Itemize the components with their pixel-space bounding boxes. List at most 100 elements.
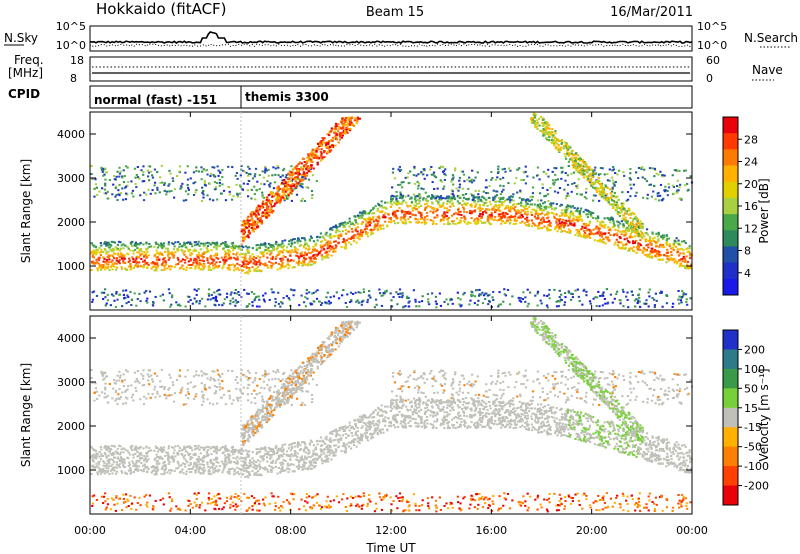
power-echo	[140, 250, 143, 253]
power-echo	[214, 265, 217, 268]
power-echo	[121, 267, 124, 270]
power-echo	[536, 166, 540, 169]
power-echo	[407, 297, 410, 300]
power-echo	[648, 235, 652, 238]
power-echo	[227, 186, 230, 189]
power-echo	[221, 176, 224, 179]
power-echo	[324, 301, 327, 304]
power-echo	[162, 245, 166, 248]
power-echo	[423, 168, 426, 171]
power-echo	[358, 233, 362, 236]
power-echo	[606, 173, 609, 176]
power-echo	[341, 117, 344, 120]
power-echo	[118, 293, 121, 296]
power-echo	[168, 169, 171, 172]
power-echo	[294, 166, 297, 169]
power-echo	[508, 215, 511, 218]
power-echo	[519, 189, 522, 192]
power-echo	[579, 193, 582, 196]
power-echo	[651, 167, 654, 170]
power-echo	[580, 228, 583, 231]
power-echo	[590, 212, 593, 215]
power-echo	[135, 174, 138, 177]
power-echo	[277, 174, 280, 177]
power-echo	[492, 196, 495, 199]
power-echo	[492, 299, 495, 302]
power-echo	[334, 144, 337, 147]
power-echo	[369, 229, 372, 232]
power-echo	[524, 210, 527, 213]
power-echo	[449, 205, 452, 208]
power-echo	[343, 131, 347, 134]
power-echo	[235, 268, 238, 271]
power-echo	[440, 205, 444, 208]
power-echo	[643, 235, 646, 238]
power-echo	[623, 219, 626, 222]
power-echo	[621, 205, 625, 208]
power-echo	[566, 192, 569, 195]
power-echo	[417, 173, 420, 176]
power-echo	[514, 219, 518, 222]
power-echo	[309, 170, 312, 173]
power-echo	[243, 235, 246, 238]
power-echo	[546, 189, 549, 192]
power-echo	[300, 261, 303, 264]
power-echo	[457, 208, 460, 211]
power-echo	[129, 249, 132, 252]
power-echo	[558, 218, 561, 221]
power-echo	[417, 184, 420, 187]
power-echo	[553, 207, 556, 210]
power-echo	[548, 222, 551, 225]
power-echo	[153, 181, 157, 184]
power-echo	[562, 223, 565, 226]
power-echo	[496, 219, 499, 222]
power-echo	[331, 245, 334, 248]
power-echo	[296, 238, 300, 241]
power-echo	[611, 207, 615, 210]
power-echo	[318, 252, 321, 255]
power-echo	[613, 192, 616, 195]
power-echo	[621, 230, 624, 233]
power-echo	[282, 265, 285, 268]
power-echo	[244, 272, 247, 275]
power-echo	[273, 181, 277, 184]
power-echo	[553, 215, 556, 218]
power-echo	[147, 165, 150, 168]
power-echo	[616, 195, 619, 198]
power-echo	[542, 219, 545, 222]
power-echo	[657, 231, 660, 234]
power-echo	[499, 184, 502, 187]
freq-tick-bottom: 8	[70, 72, 77, 85]
power-echo	[578, 169, 581, 172]
power-echo	[135, 186, 138, 189]
power-echo	[307, 251, 310, 254]
power-echo	[294, 186, 297, 189]
power-echo	[276, 191, 279, 194]
power-echo	[431, 181, 434, 184]
power-echo	[296, 239, 299, 242]
power-echo	[686, 251, 689, 254]
power-echo	[600, 239, 603, 242]
power-echo	[240, 245, 244, 248]
power-echo	[407, 194, 410, 197]
power-echo	[283, 181, 286, 184]
power-echo	[437, 202, 440, 205]
power-echo	[614, 241, 617, 244]
power-echo	[95, 261, 99, 264]
power-echo	[404, 176, 407, 179]
power-echo	[325, 251, 328, 254]
power-echo	[676, 248, 679, 251]
power-echo	[326, 150, 330, 153]
power-echo	[255, 248, 258, 251]
power-echo	[264, 169, 267, 172]
power-echo	[178, 243, 181, 246]
power-echo	[152, 261, 155, 264]
power-echo	[554, 132, 557, 135]
power-echo	[276, 245, 279, 248]
noise-right-tick-bottom: 10^0	[697, 39, 727, 52]
power-echo	[536, 212, 539, 215]
power-echo	[248, 267, 251, 270]
power-echo	[203, 262, 206, 265]
power-echo	[136, 265, 139, 268]
power-echo	[490, 178, 493, 181]
